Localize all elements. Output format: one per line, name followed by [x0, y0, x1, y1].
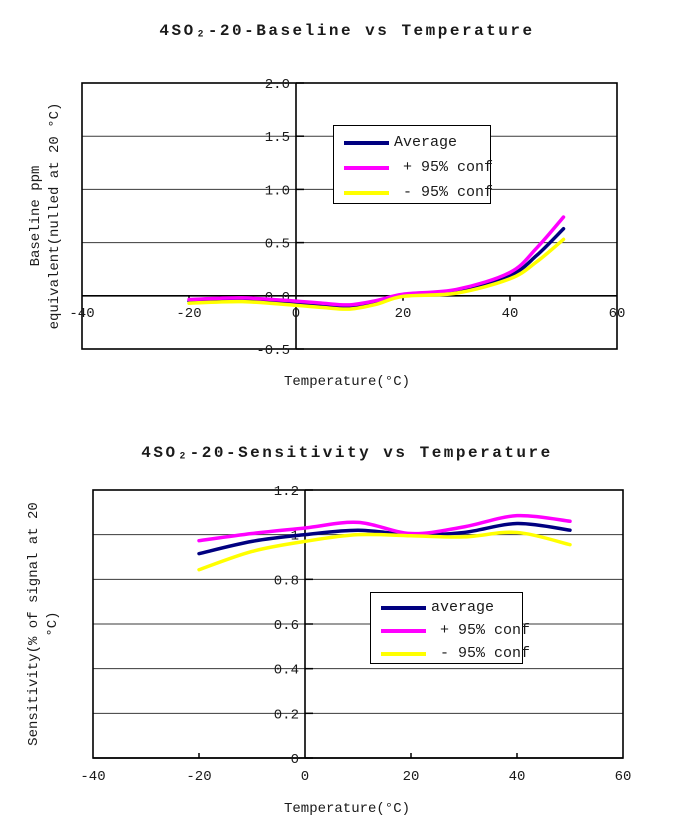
x-tick-label: 0 [301, 769, 309, 785]
baseline-legend: Average + 95% conf - 95% conf [333, 125, 494, 205]
x-tick-label: 20 [395, 306, 412, 322]
series-line--95-conf [197, 513, 572, 543]
x-tick-label: -20 [176, 306, 201, 322]
x-tick-label: 60 [615, 769, 632, 785]
legend-label-plus95: + 95% conf [440, 622, 531, 639]
average-line-swatch [381, 605, 426, 610]
y-tick-label: 0.6 [274, 618, 299, 634]
y-tick-label: 0 [291, 752, 299, 768]
x-tick-label: -20 [186, 769, 211, 785]
y-tick-label: 0.4 [274, 663, 299, 679]
plus95-line-swatch [381, 628, 426, 633]
y-tick-label: 1.0 [265, 183, 290, 199]
sensitivity-legend: average + 95% conf - 95% conf [370, 592, 530, 665]
x-tick-label: 0 [292, 306, 300, 322]
legend-item-plus95: + 95% conf [381, 619, 530, 642]
y-tick-label: 0.5 [265, 237, 290, 253]
sensitivity-plot-area: 1.210.80.60.40.20-40 -20 0 20 40 60 [80, 484, 632, 785]
series-line--95-conf [187, 237, 566, 311]
y-tick-label: 1.5 [265, 130, 290, 146]
legend-item-average: average [381, 596, 522, 619]
legend-label-minus95: - 95% conf [440, 645, 531, 662]
legend-label-average: Average [394, 134, 458, 151]
minus95-line-swatch [381, 651, 426, 656]
baseline-chart-title: 4SO₂-20-Baseline vs Temperature [159, 22, 535, 40]
legend-item-minus95: - 95% conf [344, 180, 494, 205]
minus95-line-swatch [344, 190, 389, 195]
average-line-swatch [344, 140, 389, 145]
sensitivity-chart-title: 4SO₂-20-Sensitivity vs Temperature [141, 444, 553, 462]
legend-label-plus95: + 95% conf [403, 159, 494, 176]
legend-item-minus95: - 95% conf [381, 642, 530, 665]
baseline-x-axis-title: Temperature(°C) [283, 374, 411, 390]
x-tick-label: -40 [69, 306, 94, 322]
series-line--95-conf [187, 215, 566, 307]
plot-border [81, 82, 618, 350]
legend-item-plus95: + 95% conf [344, 155, 494, 180]
y-tick-label: 0.8 [274, 573, 299, 589]
x-tick-label: -40 [80, 769, 105, 785]
series-line-average [187, 227, 566, 309]
series-line-average [197, 521, 572, 556]
plus95-line-swatch [344, 165, 389, 170]
y-tick-label: 1.2 [274, 484, 299, 500]
legend-label-average: average [431, 599, 495, 616]
y-tick-label: 2.0 [265, 77, 290, 93]
x-tick-label: 60 [609, 306, 626, 322]
x-tick-label: 40 [502, 306, 519, 322]
y-tick-label: -0.5 [256, 343, 290, 359]
legend-item-average: Average [344, 130, 490, 155]
sensitivity-x-axis-title: Temperature(°C) [283, 801, 411, 817]
series-line--95-conf [197, 530, 572, 572]
x-tick-label: 40 [509, 769, 526, 785]
baseline-plot-area: 2.01.51.00.50.0-0.5-40 -20 0 20 40 60 [69, 77, 626, 359]
x-tick-label: 20 [403, 769, 420, 785]
y-tick-label: 0.2 [274, 707, 299, 723]
legend-label-minus95: - 95% conf [403, 184, 494, 201]
